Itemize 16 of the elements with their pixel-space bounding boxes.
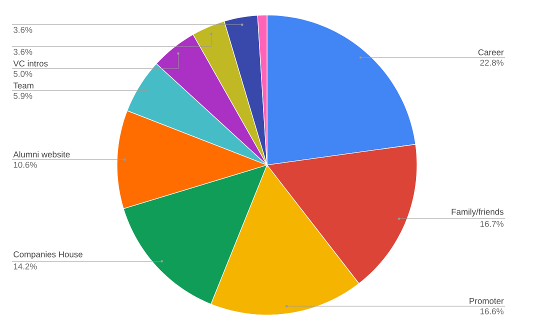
data-label: 10.6% — [14, 162, 37, 168]
data-label: 22.8% — [480, 60, 504, 66]
data-label: 5.9% — [14, 92, 32, 99]
data-label: 16.7% — [480, 220, 504, 227]
data-label: 5.0% — [14, 70, 32, 77]
slice-label: Alumni website — [13, 151, 70, 158]
slice-label: Career — [478, 49, 504, 56]
slice-label: Family/friends — [452, 208, 504, 216]
slice-label: VC intros — [13, 60, 48, 66]
slice-label: Promoter — [470, 298, 504, 304]
data-label: 3.6% — [14, 48, 32, 55]
data-label: 3.6% — [14, 26, 32, 33]
data-label: 16.6% — [480, 308, 504, 314]
slice-label: Team — [13, 82, 34, 88]
slice-label: Companies House — [14, 251, 82, 260]
data-label: 14.2% — [14, 263, 37, 270]
